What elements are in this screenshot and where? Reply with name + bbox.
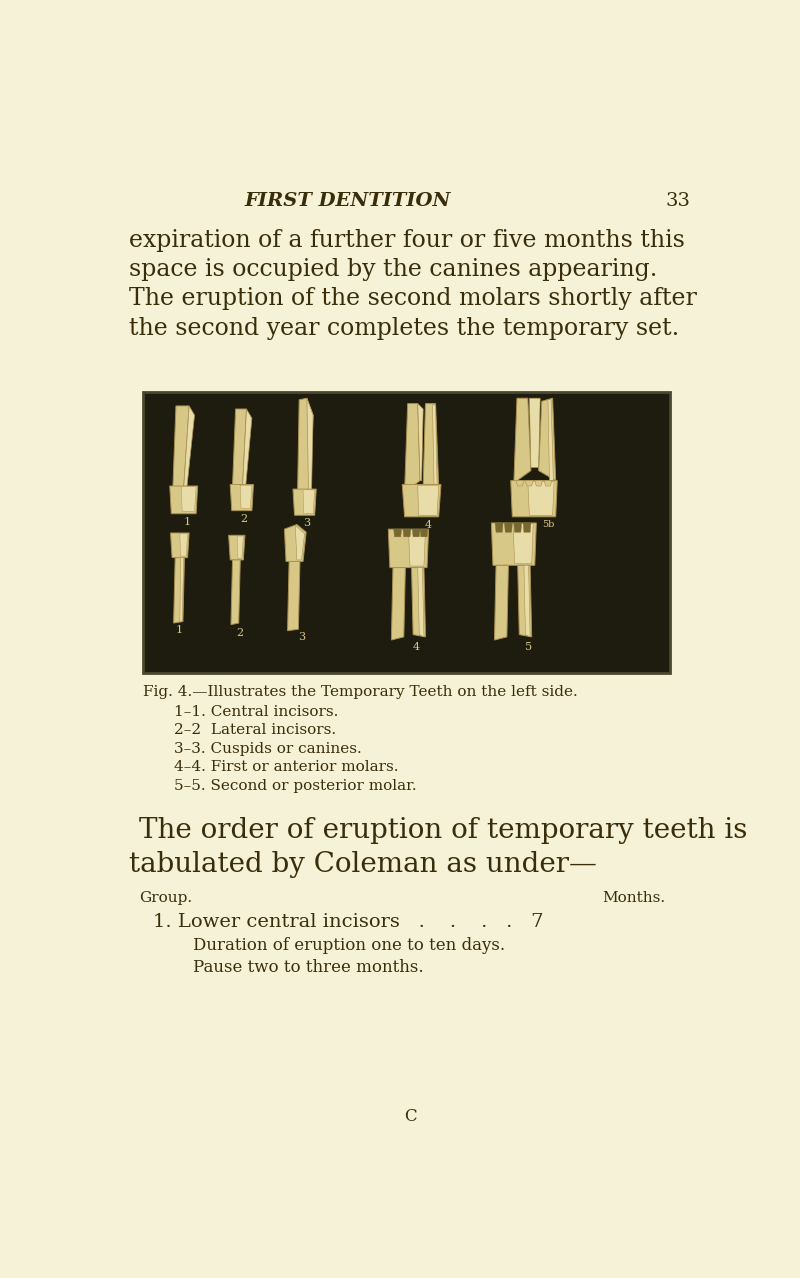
Polygon shape <box>233 409 246 486</box>
Polygon shape <box>391 567 406 640</box>
Text: 3–3. Cuspids or canines.: 3–3. Cuspids or canines. <box>174 741 362 755</box>
Polygon shape <box>229 535 245 560</box>
Text: 2–2  Lateral incisors.: 2–2 Lateral incisors. <box>174 723 336 737</box>
Polygon shape <box>524 565 530 636</box>
Polygon shape <box>237 535 243 558</box>
Polygon shape <box>423 404 438 486</box>
Text: 33: 33 <box>666 192 690 210</box>
Polygon shape <box>231 560 240 625</box>
Polygon shape <box>523 523 531 532</box>
Polygon shape <box>405 404 420 492</box>
Polygon shape <box>418 486 438 515</box>
Polygon shape <box>513 524 534 564</box>
Text: 1. Lower central incisors   .    .    .   .   7: 1. Lower central incisors . . . . 7 <box>153 912 543 930</box>
Text: 5–5. Second or posterior molar.: 5–5. Second or posterior molar. <box>174 778 416 792</box>
Polygon shape <box>240 486 252 509</box>
Text: 4: 4 <box>424 520 431 530</box>
Text: FIRST DENTITION: FIRST DENTITION <box>245 192 451 210</box>
Text: space is occupied by the canines appearing.: space is occupied by the canines appeari… <box>130 258 658 281</box>
Polygon shape <box>184 406 194 488</box>
Polygon shape <box>420 529 428 537</box>
Text: 1–1. Central incisors.: 1–1. Central incisors. <box>174 704 338 718</box>
Polygon shape <box>518 565 532 636</box>
Polygon shape <box>528 482 554 515</box>
Text: 1: 1 <box>175 625 182 635</box>
Polygon shape <box>170 486 198 514</box>
Polygon shape <box>388 529 429 567</box>
Text: 4: 4 <box>413 643 420 652</box>
Polygon shape <box>411 567 426 636</box>
Polygon shape <box>298 399 313 491</box>
Text: C: C <box>404 1108 416 1125</box>
Polygon shape <box>530 399 540 468</box>
Polygon shape <box>418 567 424 636</box>
Text: Duration of eruption one to ten days.: Duration of eruption one to ten days. <box>193 937 505 955</box>
Polygon shape <box>544 481 552 486</box>
Text: expiration of a further four or five months this: expiration of a further four or five mon… <box>130 229 686 252</box>
Polygon shape <box>180 557 184 621</box>
Bar <box>142 392 670 674</box>
Polygon shape <box>295 525 305 560</box>
Polygon shape <box>242 409 252 486</box>
Polygon shape <box>307 399 313 491</box>
Polygon shape <box>514 523 522 532</box>
Polygon shape <box>170 533 189 557</box>
Text: the second year completes the temporary set.: the second year completes the temporary … <box>130 317 680 340</box>
Text: 3: 3 <box>303 519 310 528</box>
Polygon shape <box>538 399 556 481</box>
Text: 5b: 5b <box>542 520 554 529</box>
Polygon shape <box>495 523 503 532</box>
Polygon shape <box>394 529 402 537</box>
Polygon shape <box>174 557 185 624</box>
Text: Months.: Months. <box>602 891 666 905</box>
Polygon shape <box>534 481 542 486</box>
Polygon shape <box>526 481 534 486</box>
Polygon shape <box>182 487 196 511</box>
Text: 2: 2 <box>241 514 248 524</box>
Polygon shape <box>287 561 300 631</box>
Polygon shape <box>418 404 423 481</box>
Polygon shape <box>403 529 410 537</box>
Text: tabulated by Coleman as under—: tabulated by Coleman as under— <box>130 851 598 878</box>
Polygon shape <box>409 530 426 566</box>
Polygon shape <box>510 481 558 516</box>
Polygon shape <box>516 481 524 486</box>
Polygon shape <box>548 400 554 481</box>
Polygon shape <box>303 489 314 514</box>
Text: Fig. 4.—Illustrates the Temporary Teeth on the left side.: Fig. 4.—Illustrates the Temporary Teeth … <box>142 685 578 699</box>
Polygon shape <box>402 484 441 516</box>
Text: The eruption of the second molars shortly after: The eruption of the second molars shortl… <box>130 288 698 311</box>
Polygon shape <box>491 523 536 565</box>
Polygon shape <box>230 484 254 511</box>
Text: 4–4. First or anterior molars.: 4–4. First or anterior molars. <box>174 760 398 774</box>
Polygon shape <box>180 534 187 556</box>
Polygon shape <box>505 523 512 532</box>
Polygon shape <box>285 524 306 561</box>
Text: 2: 2 <box>236 627 243 638</box>
Text: 1: 1 <box>183 516 190 527</box>
Polygon shape <box>514 399 531 483</box>
Text: Group.: Group. <box>138 891 192 905</box>
Text: 5: 5 <box>525 643 532 652</box>
Text: Pause two to three months.: Pause two to three months. <box>193 958 424 976</box>
Text: The order of eruption of temporary teeth is: The order of eruption of temporary teeth… <box>138 817 747 843</box>
Polygon shape <box>293 489 316 515</box>
Polygon shape <box>173 406 189 488</box>
Text: 3: 3 <box>298 633 305 643</box>
Polygon shape <box>433 404 437 486</box>
Polygon shape <box>412 529 420 537</box>
Polygon shape <box>494 565 509 640</box>
